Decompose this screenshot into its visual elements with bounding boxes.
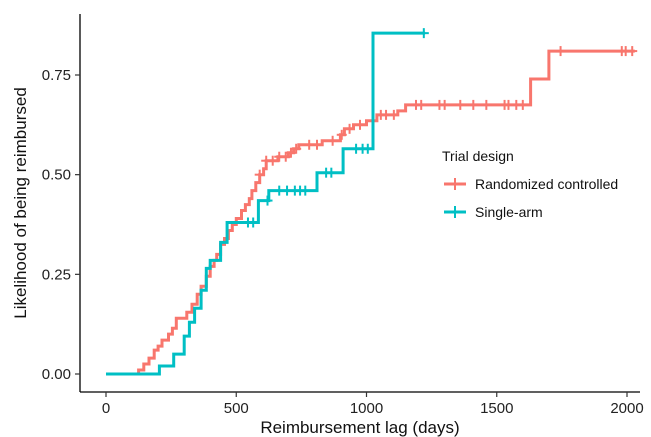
legend-item-single-arm: Single-arm: [444, 204, 543, 220]
censor-mark-randomized-controlled: [439, 99, 450, 110]
censor-mark-single-arm: [248, 217, 259, 228]
censor-mark-randomized-controlled: [336, 129, 347, 140]
censor-mark-randomized-controlled: [388, 109, 399, 120]
axes: 0.00 0.25 0.50 0.75 0 500 1000 1500 2000: [42, 14, 644, 417]
legend-label: Randomized controlled: [475, 176, 618, 192]
x-tick-label: 0: [102, 400, 110, 417]
censor-mark-randomized-controlled: [555, 46, 566, 57]
legend-title: Trial design: [442, 148, 514, 164]
censor-mark-randomized-controlled: [312, 139, 323, 150]
censor-mark-single-arm: [418, 28, 429, 39]
censor-mark-randomized-controlled: [517, 99, 528, 110]
censor-mark-randomized-controlled: [280, 151, 291, 162]
censor-mark-randomized-controlled: [291, 143, 302, 154]
series-line-single-arm: [106, 31, 426, 376]
series-line-randomized-controlled: [137, 49, 635, 374]
legend: Trial design Randomized controlled Single-…: [442, 148, 618, 220]
y-tick-label: 0.50: [42, 167, 71, 184]
x-tick-label: 2000: [610, 400, 643, 417]
censor-mark-randomized-controlled: [468, 99, 479, 110]
x-tick-label: 1000: [350, 400, 383, 417]
y-axis-title: Likelihood of being reimbursed: [11, 87, 30, 319]
censor-mark-randomized-controlled: [285, 147, 296, 158]
x-tick-label: 500: [224, 400, 249, 417]
censor-mark-randomized-controlled: [416, 99, 427, 110]
censor-mark-randomized-controlled: [481, 99, 492, 110]
censor-mark-randomized-controlled: [327, 135, 338, 146]
censor-mark-single-arm: [262, 195, 273, 206]
censor-mark-randomized-controlled: [267, 155, 278, 166]
x-axis-title: Reimbursement lag (days): [260, 418, 459, 437]
censor-mark-single-arm: [300, 185, 311, 196]
y-tick-label: 0.00: [42, 366, 71, 383]
plot-series: [106, 28, 638, 376]
censor-mark-randomized-controlled: [627, 46, 638, 57]
y-tick-label: 0.25: [42, 266, 71, 283]
x-tick-label: 1500: [480, 400, 513, 417]
censor-mark-single-arm: [362, 143, 373, 154]
y-tick-label: 0.75: [42, 67, 71, 84]
legend-item-randomized-controlled: Randomized controlled: [444, 176, 618, 192]
censor-mark-randomized-controlled: [354, 119, 365, 130]
censor-mark-randomized-controlled: [254, 169, 265, 180]
legend-label: Single-arm: [475, 204, 543, 220]
censor-mark-randomized-controlled: [455, 99, 466, 110]
censor-mark-single-arm: [326, 167, 337, 178]
censor-mark-randomized-controlled: [344, 123, 355, 134]
